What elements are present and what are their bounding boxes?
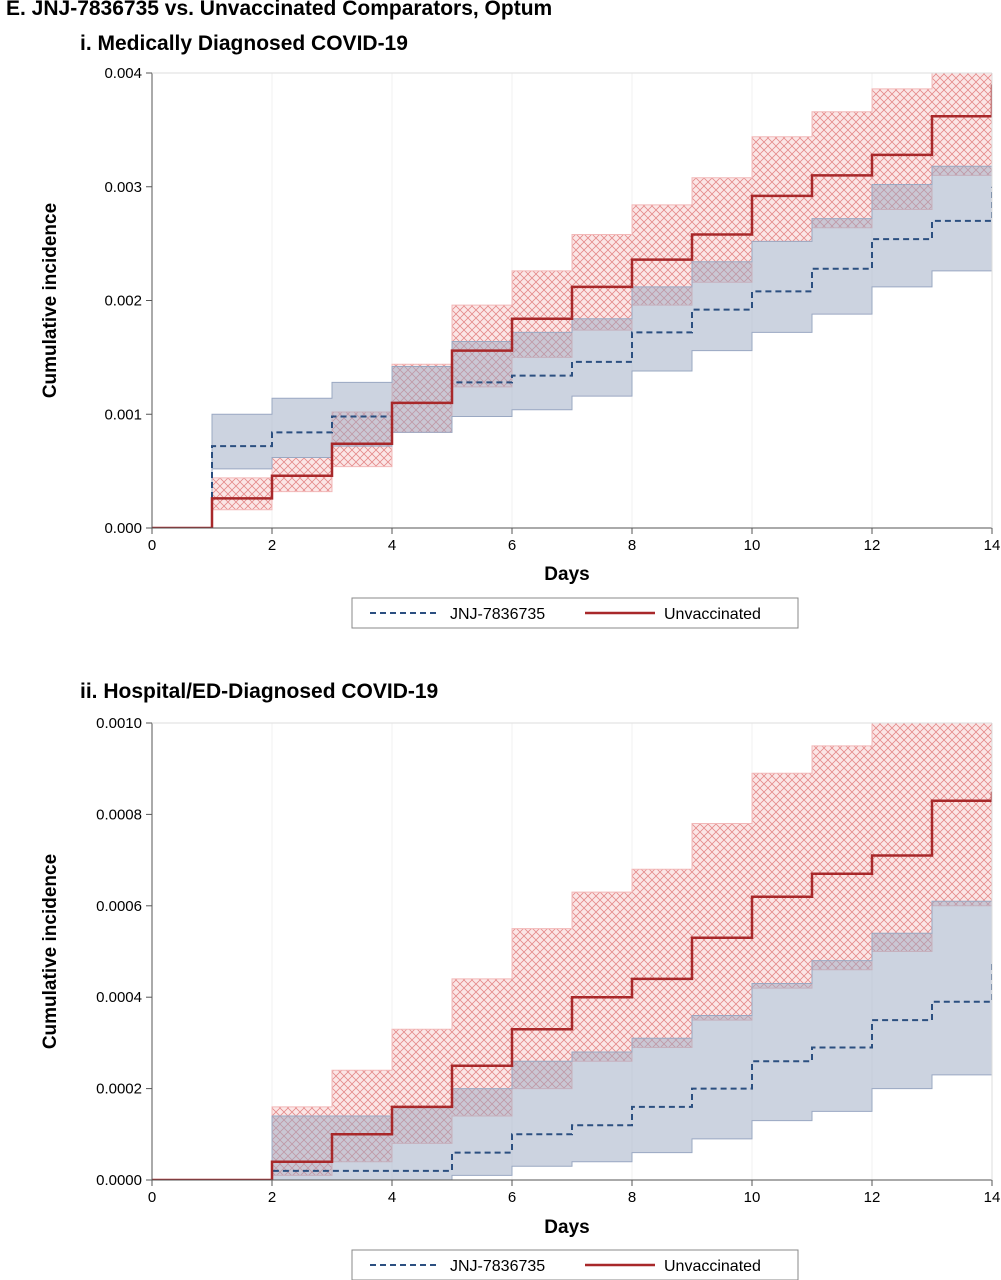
legend-label-jnj: JNJ-7836735 bbox=[450, 1258, 545, 1275]
series-line-unvaccinated bbox=[152, 791, 992, 1180]
y-tick-label: 0.002 bbox=[104, 293, 142, 310]
x-axis-title: Days bbox=[544, 564, 589, 585]
x-tick-label: 8 bbox=[628, 537, 636, 554]
legend-box bbox=[351, 597, 799, 629]
y-tick-label: 0.0000 bbox=[96, 1172, 142, 1189]
series-line-jnj bbox=[152, 960, 992, 1180]
x-tick-label: 10 bbox=[744, 1189, 761, 1206]
chart-1-title: i. Medically Diagnosed COVID-19 bbox=[80, 32, 408, 55]
x-tick-label: 4 bbox=[388, 537, 396, 554]
x-tick-label: 8 bbox=[628, 1189, 636, 1206]
x-tick-label: 0 bbox=[148, 537, 156, 554]
figure-title: E. JNJ-7836735 vs. Unvaccinated Comparat… bbox=[6, 0, 553, 20]
chart-hospital-ed-diagnosed: 0 2 4 6 8 10 12 14 0.0000 0.0002 0.0004 0.0006 0.000… bbox=[40, 715, 1001, 1280]
y-tick-label: 0.003 bbox=[104, 179, 142, 196]
legend-label-unvaccinated: Unvaccinated bbox=[664, 606, 761, 623]
x-tick-label: 14 bbox=[984, 537, 1001, 554]
legend: JNJ-7836735 Unvaccinated bbox=[351, 1249, 799, 1280]
x-tick-label: 12 bbox=[864, 1189, 881, 1206]
y-tick-label: 0.001 bbox=[104, 406, 142, 423]
y-axis-title: Cumulative incidence bbox=[40, 203, 61, 398]
ci-band-jnj bbox=[152, 846, 992, 1180]
x-tick-label: 2 bbox=[268, 537, 276, 554]
y-tick-label: 0.000 bbox=[104, 520, 142, 537]
x-tick-label: 2 bbox=[268, 1189, 276, 1206]
series-line-unvaccinated bbox=[152, 84, 992, 528]
legend-label-unvaccinated: Unvaccinated bbox=[664, 1258, 761, 1275]
y-tick-label: 0.0008 bbox=[96, 806, 142, 823]
legend-box bbox=[351, 1249, 799, 1280]
x-tick-label: 4 bbox=[388, 1189, 396, 1206]
x-tick-label: 12 bbox=[864, 537, 881, 554]
x-tick-label: 6 bbox=[508, 1189, 516, 1206]
chart-medically-diagnosed: 0 2 4 6 8 10 12 14 0.000 0.001 0.002 0.003 0.004 Days… bbox=[40, 65, 1001, 629]
y-tick-label: 0.0006 bbox=[96, 898, 142, 915]
y-axis-title: Cumulative incidence bbox=[40, 854, 61, 1049]
y-tick-label: 0.0002 bbox=[96, 1081, 142, 1098]
legend: JNJ-7836735 Unvaccinated bbox=[351, 597, 799, 629]
series-line-jnj bbox=[152, 186, 992, 528]
y-tick-label: 0.004 bbox=[104, 65, 142, 82]
legend-label-jnj: JNJ-7836735 bbox=[450, 606, 545, 623]
x-axis-title: Days bbox=[544, 1217, 589, 1238]
x-tick-label: 14 bbox=[984, 1189, 1001, 1206]
x-tick-label: 0 bbox=[148, 1189, 156, 1206]
y-tick-label: 0.0004 bbox=[96, 989, 142, 1006]
x-tick-label: 10 bbox=[744, 537, 761, 554]
y-tick-label: 0.0010 bbox=[96, 715, 142, 732]
chart-2-title: ii. Hospital/ED-Diagnosed COVID-19 bbox=[80, 680, 439, 703]
x-tick-label: 6 bbox=[508, 537, 516, 554]
